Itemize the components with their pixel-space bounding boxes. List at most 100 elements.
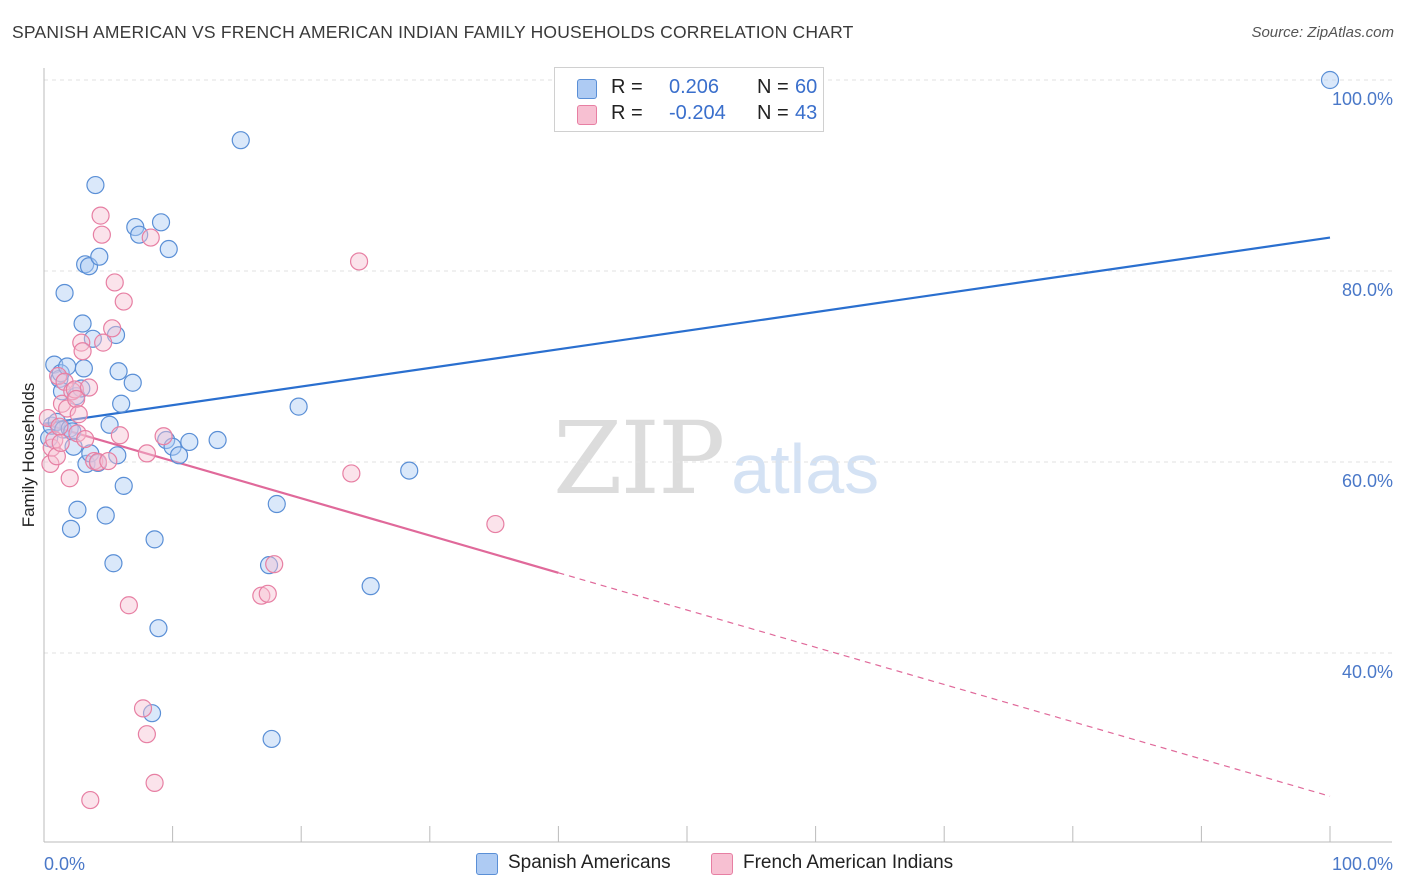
legend-swatch-blue — [577, 79, 597, 99]
legend-r-value: -0.204 — [669, 102, 726, 124]
y-tick-label: 100.0% — [1332, 89, 1393, 109]
spanish-american-point — [159, 239, 178, 259]
y-axis-label: Family Households — [19, 383, 38, 528]
french-american-indian-trendline — [43, 422, 559, 574]
french-american-indian-point — [486, 514, 505, 534]
french-american-indian-point — [81, 790, 100, 810]
spanish-american-point — [74, 359, 93, 378]
label-layer: 40.0% 60.0% 80.0% 100.0% 0.0% 100.0% Family Ho… — [19, 89, 1393, 874]
spanish-american-point — [73, 314, 92, 333]
french-american-indian-point — [67, 389, 86, 409]
spanish-american-point — [114, 476, 133, 495]
legend-r-label: R = — [611, 76, 643, 98]
spanish-american-point — [86, 175, 105, 195]
spanish-american-point — [112, 394, 131, 413]
french-american-indian-point — [73, 342, 92, 361]
spanish-american-point — [151, 213, 171, 232]
french-american-indian-point — [105, 273, 124, 292]
french-american-indian-point — [92, 225, 111, 244]
french-american-indian-point — [50, 417, 69, 436]
french-american-indian-point — [258, 584, 277, 603]
french-american-indian-point — [110, 426, 129, 445]
spanish-american-point — [96, 506, 115, 525]
spanish-american-point — [104, 554, 123, 573]
french-american-indian-point — [103, 319, 122, 338]
point-layer — [38, 70, 1340, 810]
spanish-american-point — [109, 362, 128, 381]
legend-swatch-pink — [577, 105, 597, 125]
spanish-american-point — [68, 500, 87, 519]
chart-title: SPANISH AMERICAN VS FRENCH AMERICAN INDI… — [12, 22, 854, 42]
legend-r-value: 0.206 — [669, 76, 720, 98]
spanish-american-point — [231, 131, 250, 150]
french-american-indian-point — [252, 586, 271, 605]
spanish-american-point — [130, 225, 149, 244]
trend-layer — [43, 236, 1331, 797]
french-american-indian-point — [65, 380, 84, 399]
y-tick-label: 80.0% — [1342, 280, 1393, 300]
french-american-indian-point — [47, 447, 66, 466]
spanish-american-point — [169, 446, 189, 465]
spanish-american-point — [262, 729, 281, 749]
french-american-indian-point — [137, 444, 156, 463]
french-american-indian-point — [76, 429, 95, 449]
spanish-american-point — [400, 461, 419, 480]
y-tick-label: 40.0% — [1342, 662, 1393, 682]
french-american-indian-point — [91, 206, 110, 225]
spanish-american-point — [61, 519, 81, 538]
french-american-indian-point — [154, 427, 173, 446]
french-american-indian-point — [55, 372, 74, 391]
french-american-indian-point — [79, 378, 99, 397]
french-american-indian-point — [141, 228, 160, 247]
legend-n-value: 43 — [795, 102, 818, 124]
spanish-american-trendline — [43, 236, 1331, 425]
spanish-american-point — [55, 283, 74, 303]
french-american-indian-point — [94, 333, 113, 352]
french-american-indian-point — [119, 596, 138, 615]
french-american-indian-point — [145, 773, 164, 792]
french-american-indian-point — [69, 405, 88, 424]
spanish-american-point — [259, 556, 279, 575]
spanish-american-point — [1320, 70, 1340, 90]
spanish-american-point — [142, 704, 162, 723]
spanish-american-point — [208, 430, 227, 450]
spanish-american-point — [149, 619, 168, 638]
french-american-indian-point — [99, 451, 118, 471]
spanish-american-point — [123, 373, 142, 392]
spanish-american-point — [180, 432, 199, 452]
french-american-indian-point — [51, 433, 70, 452]
french-american-indian-trendline-extension — [558, 572, 1331, 797]
bottom-legend-swatch-pink — [711, 853, 733, 875]
legend-n-label: N = — [757, 102, 789, 124]
french-american-indian-point — [342, 464, 361, 483]
spanish-american-point — [51, 364, 70, 383]
bottom-legend-label: Spanish Americans — [508, 852, 671, 873]
legend-r-label: R = — [611, 102, 643, 124]
french-american-indian-point — [265, 555, 284, 574]
spanish-american-point — [108, 446, 127, 465]
y-tick-label: 60.0% — [1342, 471, 1393, 491]
source-note: Source: ZipAtlas.com — [1251, 24, 1394, 41]
french-american-indian-point — [41, 454, 60, 474]
spanish-american-point — [361, 577, 380, 596]
french-american-indian-point — [137, 725, 156, 744]
legend-n-label: N = — [757, 76, 789, 98]
french-american-indian-point — [60, 469, 79, 488]
x-tick-label-left: 0.0% — [44, 854, 85, 874]
spanish-american-point — [145, 530, 164, 549]
spanish-american-point — [267, 494, 286, 514]
stats-legend: R = 0.206 N = 60 R = -0.204 N = 43 — [554, 67, 824, 132]
bottom-legend-label: French American Indians — [743, 852, 954, 873]
french-american-indian-point — [133, 699, 153, 718]
grid-layer — [44, 79, 1392, 654]
french-american-indian-point — [114, 292, 133, 311]
french-american-indian-point — [349, 252, 369, 271]
spanish-american-point — [289, 397, 308, 416]
spanish-american-point — [83, 329, 102, 348]
axis-layer — [43, 68, 1392, 843]
spanish-american-point — [90, 247, 109, 266]
bottom-legend-swatch-blue — [476, 853, 498, 875]
legend-n-value: 60 — [795, 76, 818, 98]
x-tick-label-right: 100.0% — [1332, 854, 1393, 874]
